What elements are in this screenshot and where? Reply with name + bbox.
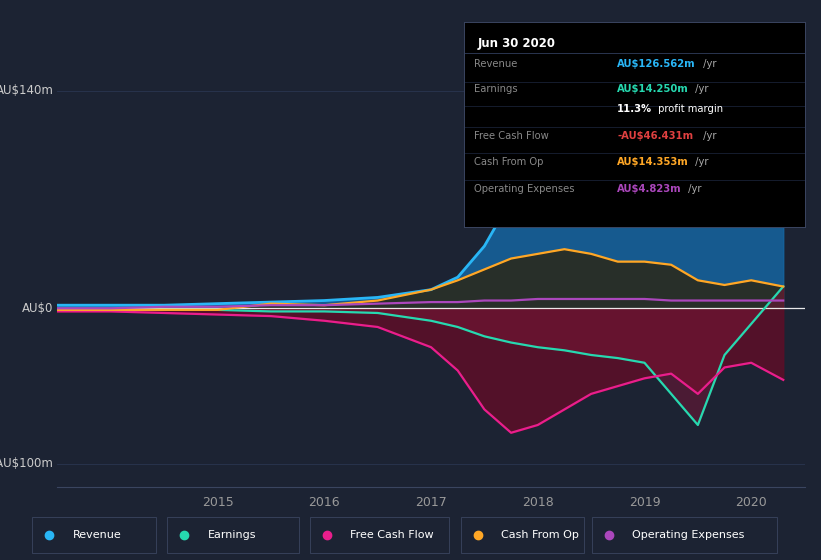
Text: /yr: /yr	[692, 157, 709, 167]
Text: AU$4.823m: AU$4.823m	[617, 184, 681, 194]
Text: -AU$46.431m: -AU$46.431m	[617, 130, 693, 141]
Text: Free Cash Flow: Free Cash Flow	[474, 130, 548, 141]
Text: Jun 30 2020: Jun 30 2020	[478, 37, 556, 50]
Text: /yr: /yr	[692, 84, 709, 94]
Text: AU$0: AU$0	[22, 302, 53, 315]
Text: Cash From Op: Cash From Op	[501, 530, 579, 540]
Text: Free Cash Flow: Free Cash Flow	[351, 530, 434, 540]
Text: Earnings: Earnings	[208, 530, 256, 540]
Text: Revenue: Revenue	[474, 59, 517, 69]
Text: profit margin: profit margin	[654, 104, 722, 114]
Text: -AU$100m: -AU$100m	[0, 458, 53, 470]
Text: /yr: /yr	[685, 184, 701, 194]
Text: AU$126.562m: AU$126.562m	[617, 59, 696, 69]
Text: AU$140m: AU$140m	[0, 84, 53, 97]
Text: 11.3%: 11.3%	[617, 104, 653, 114]
Text: Cash From Op: Cash From Op	[474, 157, 544, 167]
Text: /yr: /yr	[699, 130, 716, 141]
Text: Revenue: Revenue	[72, 530, 122, 540]
Text: Operating Expenses: Operating Expenses	[474, 184, 575, 194]
Text: Earnings: Earnings	[474, 84, 518, 94]
Text: /yr: /yr	[699, 59, 716, 69]
Text: Operating Expenses: Operating Expenses	[632, 530, 745, 540]
Text: AU$14.353m: AU$14.353m	[617, 157, 689, 167]
Text: AU$14.250m: AU$14.250m	[617, 84, 689, 94]
